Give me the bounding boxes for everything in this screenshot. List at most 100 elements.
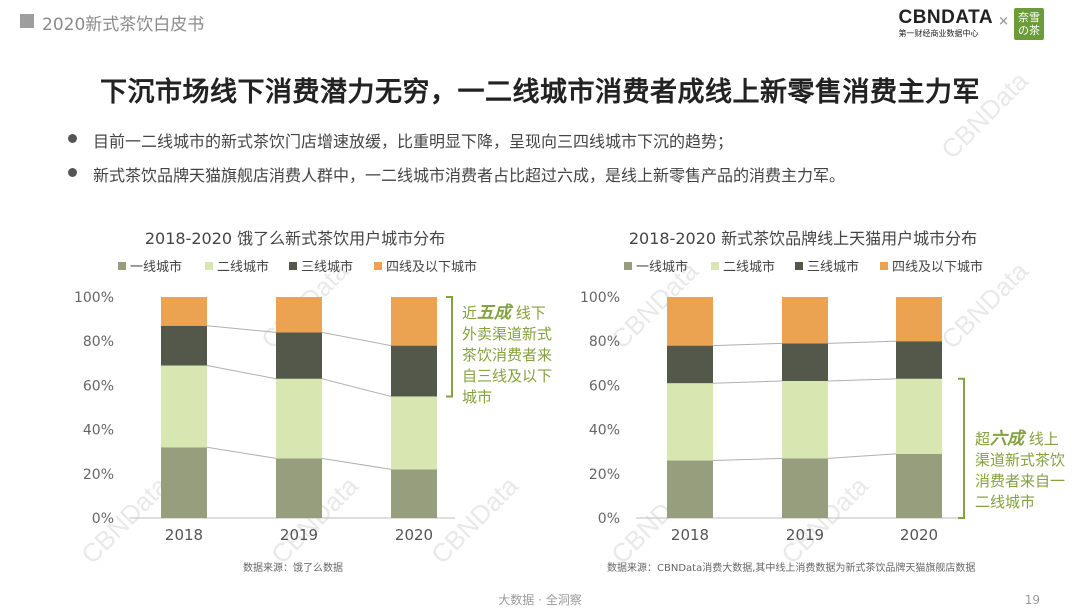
logo-separator: × bbox=[998, 14, 1009, 29]
chart-source: 数据来源：CBNData消费大数据,其中线上消费数据为新式茶饮品牌天猫旗舰店数据 bbox=[607, 561, 975, 574]
bar-segment bbox=[896, 297, 942, 342]
bar-segment bbox=[391, 345, 437, 397]
bar-segment bbox=[896, 453, 942, 518]
legend-label: 一线城市 bbox=[130, 259, 182, 275]
annotation-text: 超六成 线上 bbox=[975, 429, 1059, 449]
chart-title: 2018-2020 饿了么新式茶饮用户城市分布 bbox=[145, 229, 445, 248]
y-tick-label: 20% bbox=[83, 467, 114, 483]
legend-label: 四线及以下城市 bbox=[892, 259, 983, 275]
bar-segment bbox=[896, 378, 942, 454]
y-tick-label: 80% bbox=[589, 334, 620, 350]
chart-source: 数据来源：饿了么数据 bbox=[243, 561, 343, 574]
annotation-prefix: 近 bbox=[462, 304, 477, 322]
bullet-list: 目前一二线城市的新式茶饮门店增速放缓，比重明显下降，呈现向三四线城市下沉的趋势；… bbox=[68, 128, 845, 196]
cbndata-logo: CBNDATA 第一财经商业数据中心 bbox=[898, 8, 993, 39]
bar-segment bbox=[391, 297, 437, 346]
footer-tagline: 大数据 · 全洞察 bbox=[498, 593, 582, 607]
bar-segment bbox=[161, 365, 207, 448]
annotation-line: 城市 bbox=[462, 388, 492, 406]
legend-swatch bbox=[374, 262, 382, 270]
connector-line bbox=[321, 331, 392, 347]
legend-swatch bbox=[118, 262, 126, 270]
connector-line bbox=[712, 380, 783, 384]
bar-segment bbox=[782, 380, 828, 459]
bar-segment bbox=[896, 341, 942, 379]
legend-swatch bbox=[205, 262, 213, 270]
annotation-line: 茶饮消费者来 bbox=[462, 346, 552, 364]
y-tick-label: 40% bbox=[83, 423, 114, 439]
partner-logo-text: 奈雪の茶 bbox=[1018, 11, 1040, 37]
connector-line bbox=[321, 457, 392, 470]
bullet-text: 新式茶饮品牌天猫旗舰店消费人群中，一二线城市消费者占比超过六成，是线上新零售产品… bbox=[93, 166, 846, 185]
annotation-line: 消费者来自一 bbox=[975, 472, 1065, 490]
bullet-dot-icon bbox=[68, 168, 77, 177]
bar-segment bbox=[782, 458, 828, 518]
connector-line bbox=[206, 325, 277, 333]
cbndata-logo-text: CBNDATA bbox=[898, 7, 994, 28]
x-tick-label: 2019 bbox=[786, 526, 824, 544]
bar-segment bbox=[667, 345, 713, 384]
bullet-text: 目前一二线城市的新式茶饮门店增速放缓，比重明显下降，呈现向三四线城市下沉的趋势； bbox=[93, 132, 734, 151]
bar-segment bbox=[276, 332, 322, 379]
x-tick-label: 2018 bbox=[671, 526, 709, 544]
y-tick-label: 0% bbox=[598, 511, 620, 527]
connector-line bbox=[827, 453, 897, 459]
legend-swatch bbox=[795, 262, 803, 270]
legend-label: 四线及以下城市 bbox=[386, 259, 477, 275]
connector-line bbox=[827, 378, 897, 382]
annotation-text: 近五成 线下 bbox=[462, 303, 546, 323]
annotation-line: 二线城市 bbox=[975, 493, 1035, 511]
annotation-line: 外卖渠道新式 bbox=[462, 325, 552, 343]
bar-segment bbox=[161, 325, 207, 366]
bar-segment bbox=[391, 396, 437, 470]
legend-label: 一线城市 bbox=[636, 259, 688, 275]
annotation-bracket bbox=[446, 296, 453, 398]
bar-segment bbox=[667, 297, 713, 346]
bar-segment bbox=[276, 378, 322, 459]
annotation-highlight: 六成 bbox=[990, 429, 1027, 449]
bar-segment bbox=[276, 297, 322, 333]
bar-segment bbox=[667, 460, 713, 518]
y-tick-label: 60% bbox=[589, 378, 620, 394]
annotation-line: 渠道新式茶饮 bbox=[975, 451, 1065, 469]
chart-title: 2018-2020 新式茶饮品牌线上天猫用户城市分布 bbox=[629, 229, 977, 248]
x-tick-label: 2018 bbox=[165, 526, 203, 544]
bar-segment bbox=[161, 447, 207, 518]
annotation-bracket bbox=[958, 377, 965, 519]
connector-line bbox=[827, 340, 897, 344]
legend-label: 三线城市 bbox=[807, 259, 859, 275]
connector-line bbox=[206, 365, 277, 380]
brand-logos: CBNDATA 第一财经商业数据中心 × 奈雪の茶 bbox=[898, 8, 1044, 44]
slide-title: 下沉市场线下消费潜力无穷，一二线城市消费者成线上新零售消费主力军 bbox=[100, 77, 980, 108]
legend-swatch bbox=[711, 262, 719, 270]
y-tick-label: 40% bbox=[589, 423, 620, 439]
cbndata-tagline: 第一财经商业数据中心 bbox=[898, 29, 979, 38]
header-square-icon bbox=[20, 14, 34, 28]
y-tick-label: 20% bbox=[589, 467, 620, 483]
legend-swatch bbox=[289, 262, 297, 270]
legend-label: 二线城市 bbox=[217, 259, 269, 275]
annotation-prefix: 超 bbox=[975, 430, 990, 448]
bar-segment bbox=[276, 458, 322, 518]
connector-line bbox=[321, 378, 392, 397]
legend-label: 二线城市 bbox=[723, 259, 775, 275]
partner-logo: 奈雪の茶 bbox=[1014, 8, 1044, 40]
bullet-item: 目前一二线城市的新式茶饮门店增速放缓，比重明显下降，呈现向三四线城市下沉的趋势； bbox=[68, 128, 845, 162]
page-number: 19 bbox=[1024, 593, 1040, 607]
bar-segment bbox=[391, 469, 437, 518]
annotation-line: 自三线及以下 bbox=[462, 367, 552, 385]
bar-segment bbox=[782, 343, 828, 381]
bar-segment bbox=[782, 297, 828, 344]
legend-swatch bbox=[880, 262, 888, 270]
report-title: 2020新式茶饮白皮书 bbox=[42, 15, 205, 35]
legend-swatch bbox=[624, 262, 632, 270]
legend-label: 三线城市 bbox=[301, 259, 353, 275]
annotation-line: 线下 bbox=[511, 304, 546, 322]
y-tick-label: 60% bbox=[83, 378, 114, 394]
x-tick-label: 2020 bbox=[395, 526, 433, 544]
connector-line bbox=[206, 446, 277, 459]
bar-segment bbox=[667, 383, 713, 461]
annotation-highlight: 五成 bbox=[477, 303, 514, 323]
y-tick-label: 80% bbox=[83, 334, 114, 350]
